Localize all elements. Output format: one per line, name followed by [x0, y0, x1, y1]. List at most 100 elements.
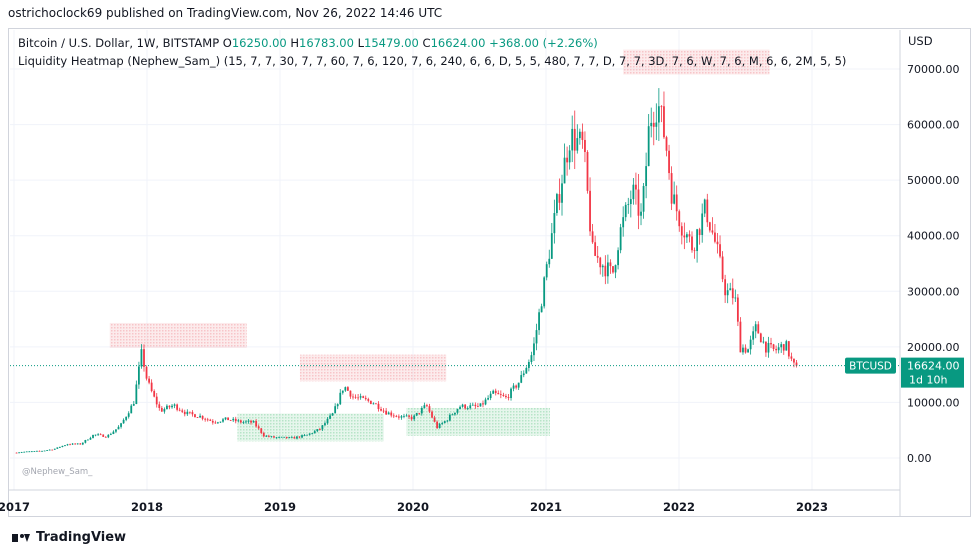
- indicator-label[interactable]: Liquidity Heatmap (Nephew_Sam_) (15, 7, …: [18, 54, 847, 68]
- candle-body: [150, 382, 153, 392]
- candle-body: [553, 213, 556, 234]
- candle-body: [459, 406, 461, 410]
- candle-body: [466, 408, 469, 409]
- candle-body: [135, 384, 138, 405]
- candle-body: [349, 390, 352, 397]
- candle-body: [341, 390, 344, 393]
- candle-body: [698, 229, 701, 235]
- candle-body: [262, 433, 265, 437]
- candle-body: [331, 413, 334, 416]
- candle-body: [476, 406, 479, 407]
- candle-body: [627, 204, 630, 205]
- candle-body: [505, 395, 507, 398]
- candle-body: [400, 416, 403, 418]
- candle-body: [359, 396, 362, 398]
- candle-body: [158, 404, 161, 408]
- candle-body: [18, 452, 20, 454]
- candle-body: [492, 390, 495, 394]
- candle-body: [471, 404, 474, 406]
- candle-body: [714, 232, 716, 242]
- candle-body: [731, 288, 734, 299]
- candle-body: [566, 157, 569, 163]
- last-price-value: 16624.00: [907, 360, 960, 373]
- candle-body: [326, 418, 329, 424]
- candle-body: [160, 407, 163, 412]
- candle-body: [413, 415, 416, 420]
- candle-body: [247, 420, 250, 422]
- candle-body: [612, 266, 614, 273]
- supply-zone: [623, 49, 770, 75]
- author-watermark: @Nephew_Sam_: [22, 467, 93, 477]
- candle-body: [122, 419, 125, 424]
- candle-body: [443, 421, 446, 423]
- candle-body: [517, 382, 520, 388]
- candle-body: [316, 429, 319, 432]
- candle-body: [380, 409, 382, 411]
- candle-body: [469, 405, 472, 409]
- open-label: O: [222, 36, 232, 50]
- price-tick-label: 40000.00: [907, 230, 960, 243]
- candle-body: [609, 262, 612, 267]
- candle-body: [683, 235, 686, 238]
- symbol-description[interactable]: Bitcoin / U.S. Dollar, 1W, BITSTAMP: [18, 36, 220, 50]
- candle-body: [591, 231, 594, 243]
- candle-body: [482, 403, 484, 405]
- candle-body: [87, 439, 89, 441]
- candle-body: [464, 404, 467, 409]
- candle-body: [780, 344, 783, 348]
- candle-body: [726, 290, 729, 296]
- time-tick-label: 2022: [663, 500, 695, 514]
- tradingview-logo[interactable]: TradingView: [12, 530, 126, 545]
- candle-body: [367, 399, 370, 401]
- currency-label[interactable]: USD: [908, 34, 933, 48]
- candle-body: [109, 433, 112, 435]
- candle-body: [619, 227, 622, 251]
- demand-zone: [406, 407, 550, 436]
- grid-lines: [10, 30, 900, 490]
- candle-body: [660, 106, 663, 108]
- candle-body: [752, 331, 755, 340]
- price-tick-label: 50000.00: [907, 174, 960, 187]
- candle-body: [81, 442, 84, 445]
- candle-body: [392, 415, 395, 417]
- candle-body: [270, 436, 273, 438]
- last-price-tag: [901, 357, 964, 388]
- candle-body: [525, 367, 528, 374]
- candle-body: [155, 396, 158, 405]
- candle-body: [397, 416, 400, 418]
- price-tick-label: 20000.00: [907, 341, 960, 354]
- candle-body: [92, 434, 94, 438]
- candle-body: [734, 297, 737, 299]
- candle-body: [647, 126, 650, 167]
- candle-body: [635, 184, 637, 190]
- candle-body: [364, 397, 367, 400]
- open-value: 16250.00: [231, 36, 287, 50]
- price-tick-label: 10000.00: [907, 396, 960, 409]
- candle-body: [354, 396, 357, 398]
- candle-body: [754, 324, 757, 332]
- candle-body: [415, 412, 418, 416]
- candle-body: [64, 445, 66, 447]
- candle-body: [652, 122, 655, 127]
- candle-body: [451, 414, 454, 416]
- candle-body: [227, 417, 230, 421]
- candle-body: [680, 226, 683, 236]
- candle-body: [313, 431, 316, 434]
- candle-body: [556, 194, 558, 214]
- candle-body: [395, 415, 398, 417]
- candle-body: [533, 343, 535, 356]
- candle-body: [573, 128, 576, 151]
- candle-body: [530, 355, 533, 363]
- tradingview-logo-icon: [12, 533, 30, 543]
- candle-body: [561, 183, 563, 203]
- candle-body: [280, 436, 283, 438]
- price-tick-label: 70000.00: [907, 63, 960, 76]
- chart-pane[interactable]: [8, 28, 971, 517]
- time-tick-label: 2017: [0, 500, 30, 514]
- candle-body: [183, 411, 186, 415]
- candle-body: [410, 416, 413, 420]
- candle-body: [484, 399, 487, 405]
- candle-body: [362, 396, 365, 398]
